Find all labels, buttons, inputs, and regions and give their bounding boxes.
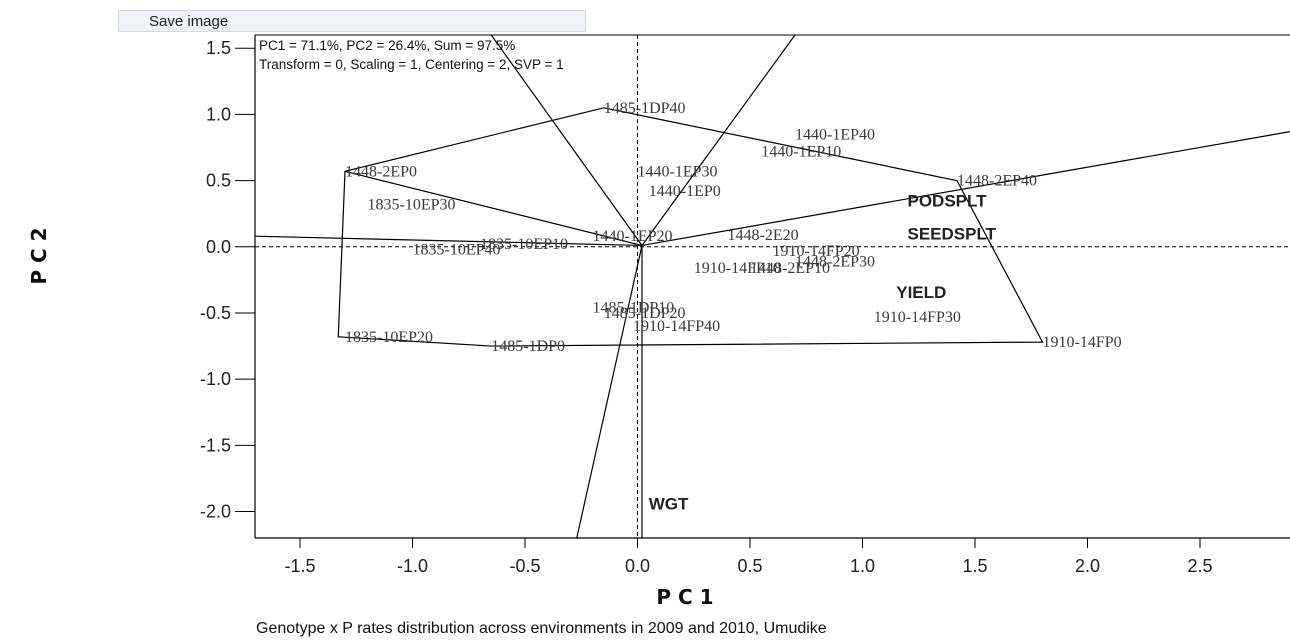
figure-caption: Genotype x P rates distribution across e… (256, 620, 827, 637)
chart-header: PC1 = 71.1%, PC2 = 26.4%, Sum = 97.5% Tra… (259, 38, 564, 72)
environment-labels: PODSPLT SEEDSPLT YIELD WGT (649, 191, 997, 513)
genotype-label: 1448-2E20 (728, 227, 799, 244)
sector-ray (254, 235, 643, 247)
genotype-label: 1910-14FP0 (1043, 334, 1122, 351)
genotype-label: 1835-10EP20 (345, 329, 433, 346)
environment-label: YIELD (896, 283, 946, 302)
x-tick-label: 0.0 (625, 556, 650, 576)
x-tick-label: 2.5 (1187, 556, 1212, 576)
environment-label: PODSPLT (908, 191, 988, 210)
genotype-label: 1485-1DP40 (604, 100, 686, 117)
y-tick-label: 0.0 (206, 237, 231, 257)
genotype-label: 1485-1DP20 (604, 305, 686, 322)
x-tick-label: 1.0 (850, 556, 875, 576)
y-tick-label: -1.5 (200, 435, 231, 455)
genotype-label: 1910-14FP10 (694, 260, 781, 277)
y-tick-label: 1.0 (206, 104, 231, 124)
environment-label: SEEDSPLT (908, 225, 997, 244)
y-tick-label: 0.5 (206, 171, 231, 191)
tick-marks: 1.5 1.0 0.5 0.0 -0.5 -1.0 -1.5 -2.0 -1.5 -1.0 -0.5… (200, 38, 1213, 576)
x-tick-label: -0.5 (509, 556, 540, 576)
genotype-label: 1448-2EP0 (345, 163, 417, 180)
x-tick-label: -1.5 (284, 556, 315, 576)
sector-rays (254, 34, 1290, 539)
x-axis-title: P C 1 (656, 585, 713, 609)
sector-ray (641, 34, 796, 246)
genotype-label: 1448-2EP30 (795, 253, 875, 270)
genotype-label: 1448-2EP10 (750, 260, 830, 277)
y-tick-label: -1.0 (200, 369, 231, 389)
genotype-label: 1440-1EP0 (649, 183, 721, 200)
genotype-label: 1440-1EP40 (795, 126, 875, 143)
polygon-hull (337, 107, 1044, 347)
genotype-label: 1910-14FP30 (874, 309, 961, 326)
sector-ray (576, 245, 643, 539)
x-tick-label: 2.0 (1075, 556, 1100, 576)
genotype-label: 1910-14FP20 (773, 243, 860, 260)
y-tick-label: 1.5 (206, 38, 231, 58)
genotype-label: 1910-14FP40 (633, 318, 720, 335)
sector-ray (641, 131, 1290, 247)
sector-ray (490, 34, 643, 246)
genotype-label: 1485-1DP0 (491, 338, 565, 355)
genotype-label: 1448-2EP40 (957, 173, 1037, 190)
x-tick-label: 0.5 (737, 556, 762, 576)
y-tick-label: -2.0 (200, 502, 231, 522)
genotype-label: 1835-10EP10 (480, 236, 568, 253)
environment-label: WGT (649, 495, 689, 514)
genotype-label: 1835-10EP40 (413, 241, 501, 258)
axes (254, 34, 1290, 539)
hull-connector-line (344, 170, 643, 247)
y-axis-title: P C 2 (27, 227, 51, 284)
genotype-label: 1440-1EP30 (638, 163, 718, 180)
x-tick-label: -1.0 (397, 556, 428, 576)
context-menu: Save image (118, 10, 586, 32)
header-line: PC1 = 71.1%, PC2 = 26.4%, Sum = 97.5% (259, 38, 515, 53)
x-tick-label: 1.5 (962, 556, 987, 576)
reference-lines (255, 35, 1290, 538)
header-line: Transform = 0, Scaling = 1, Centering = … (259, 57, 564, 72)
genotype-label: 1440-1EP10 (761, 143, 841, 160)
y-tick-label: -0.5 (200, 303, 231, 323)
genotype-label: 1440-1EP20 (593, 228, 673, 245)
genotype-label: 1835-10EP30 (368, 196, 456, 213)
save-image-menu-item[interactable]: Save image (149, 13, 229, 30)
genotype-label: 1485-1DP10 (593, 300, 675, 317)
